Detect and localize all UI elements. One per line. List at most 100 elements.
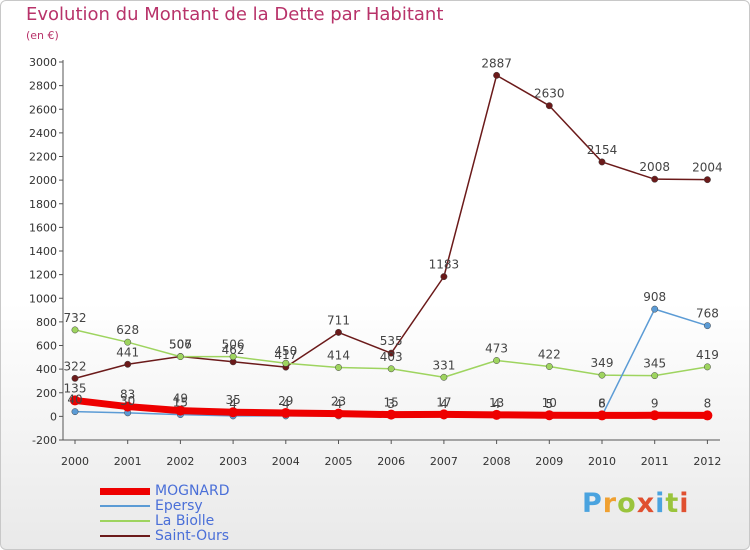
x-tick-label: 2008 <box>483 455 511 468</box>
data-label-epersy: 908 <box>643 290 666 304</box>
logo-letter: P <box>582 488 603 519</box>
data-label-la-biolle: 473 <box>485 342 508 356</box>
data-point-la-biolle <box>71 326 79 334</box>
data-point-la-biolle <box>545 363 553 370</box>
legend-swatch <box>100 487 150 495</box>
data-label-la-biolle: 345 <box>643 357 666 371</box>
data-label-epersy: 3 <box>387 397 395 411</box>
data-label-mognard: 29 <box>278 394 293 408</box>
data-point-la-biolle <box>124 338 132 346</box>
data-point-mognard <box>491 409 502 420</box>
data-label-la-biolle: 422 <box>538 348 561 362</box>
data-label-la-biolle: 349 <box>591 356 614 370</box>
data-label-mognard: 10 <box>542 396 557 410</box>
data-label-mognard: 83 <box>120 388 135 402</box>
data-point-epersy <box>703 322 711 330</box>
data-label-epersy: 30 <box>120 394 135 408</box>
data-point-saint-ours <box>124 360 132 368</box>
data-point-la-biolle <box>493 357 501 364</box>
data-label-mognard: 8 <box>704 396 712 410</box>
data-label-epersy: 4 <box>229 397 237 411</box>
data-label-saint-ours: 2008 <box>639 160 670 174</box>
y-tick-label: 2200 <box>29 151 57 164</box>
data-label-saint-ours: 507 <box>169 337 192 351</box>
y-tick-label: 2800 <box>29 80 57 93</box>
data-label-la-biolle: 732 <box>64 311 87 325</box>
data-point-saint-ours <box>598 158 606 166</box>
data-point-saint-ours <box>335 328 342 336</box>
data-point-saint-ours <box>493 71 501 79</box>
x-tick-label: 2012 <box>693 455 721 468</box>
data-point-la-biolle <box>335 364 342 371</box>
x-tick-label: 2002 <box>166 455 194 468</box>
data-point-saint-ours <box>703 176 711 184</box>
y-tick-label: 2600 <box>29 103 57 116</box>
data-point-la-biolle <box>598 371 606 379</box>
data-label-saint-ours: 1183 <box>429 258 460 272</box>
data-label-mognard: 23 <box>331 395 346 409</box>
data-label-la-biolle: 403 <box>380 350 403 364</box>
series-line-saint-ours <box>74 74 709 380</box>
data-point-la-biolle <box>440 373 448 381</box>
data-point-mognard <box>386 409 397 420</box>
legend-swatch <box>100 520 150 522</box>
data-label-saint-ours: 2630 <box>534 87 565 101</box>
logo-letter: i <box>679 488 690 519</box>
data-label-mognard: 35 <box>225 393 240 407</box>
data-label-epersy: 768 <box>696 307 719 321</box>
y-tick-label: 200 <box>36 387 57 400</box>
data-point-mognard <box>333 408 344 419</box>
data-label-epersy: 4 <box>335 397 343 411</box>
legend-label: Epersy <box>155 498 203 514</box>
data-label-mognard: 17 <box>436 395 451 409</box>
data-label-mognard: 13 <box>489 396 504 410</box>
logo-letter: o <box>617 488 637 519</box>
y-tick-label: 2400 <box>29 127 57 140</box>
data-label-saint-ours: 441 <box>116 345 139 359</box>
data-label-epersy: 6 <box>598 397 606 411</box>
data-point-la-biolle <box>651 372 659 380</box>
y-tick-label: -200 <box>32 434 57 447</box>
x-tick-label: 2005 <box>325 455 353 468</box>
data-label-epersy: 5 <box>545 397 553 411</box>
data-point-la-biolle <box>703 363 711 371</box>
data-point-saint-ours <box>387 349 395 357</box>
data-point-mognard <box>122 401 133 412</box>
data-point-saint-ours <box>545 102 553 110</box>
legend-label: MOGNARD <box>155 483 230 499</box>
data-label-saint-ours: 462 <box>222 343 245 357</box>
logo-letter: t <box>665 488 680 519</box>
data-label-mognard: 8 <box>598 396 606 410</box>
data-point-la-biolle <box>176 353 184 361</box>
data-point-mognard <box>228 407 239 418</box>
y-tick-label: 1200 <box>29 269 57 282</box>
data-label-epersy: 4 <box>282 397 290 411</box>
y-tick-label: 0 <box>50 410 57 423</box>
x-tick-label: 2000 <box>61 455 89 468</box>
y-tick-label: 1400 <box>29 245 57 258</box>
data-point-la-biolle <box>282 359 290 367</box>
data-label-saint-ours: 417 <box>274 348 297 362</box>
data-label-mognard: 49 <box>173 392 188 406</box>
x-tick-label: 2001 <box>114 455 142 468</box>
logo-letter: r <box>602 488 618 519</box>
data-label-la-biolle: 450 <box>274 344 297 358</box>
data-point-saint-ours <box>651 175 659 183</box>
data-label-saint-ours: 2004 <box>692 161 723 175</box>
data-point-la-biolle <box>229 353 237 361</box>
data-label-mognard: 15 <box>384 396 399 410</box>
y-tick-label: 3000 <box>29 56 57 69</box>
data-point-mognard <box>544 410 555 421</box>
data-point-mognard <box>70 395 80 406</box>
data-label-la-biolle: 419 <box>696 348 719 362</box>
legend-swatch <box>100 535 150 537</box>
data-point-saint-ours <box>440 273 448 281</box>
data-label-saint-ours: 711 <box>327 313 350 327</box>
y-tick-label: 1600 <box>29 221 57 234</box>
data-point-mognard <box>280 407 291 418</box>
data-point-epersy <box>71 408 79 416</box>
data-point-epersy <box>651 305 659 313</box>
line-chart: -200 0 200 400 600 800 1000 1200 1400 1600 1800 200… <box>29 56 723 468</box>
x-tick-label: 2006 <box>377 455 405 468</box>
